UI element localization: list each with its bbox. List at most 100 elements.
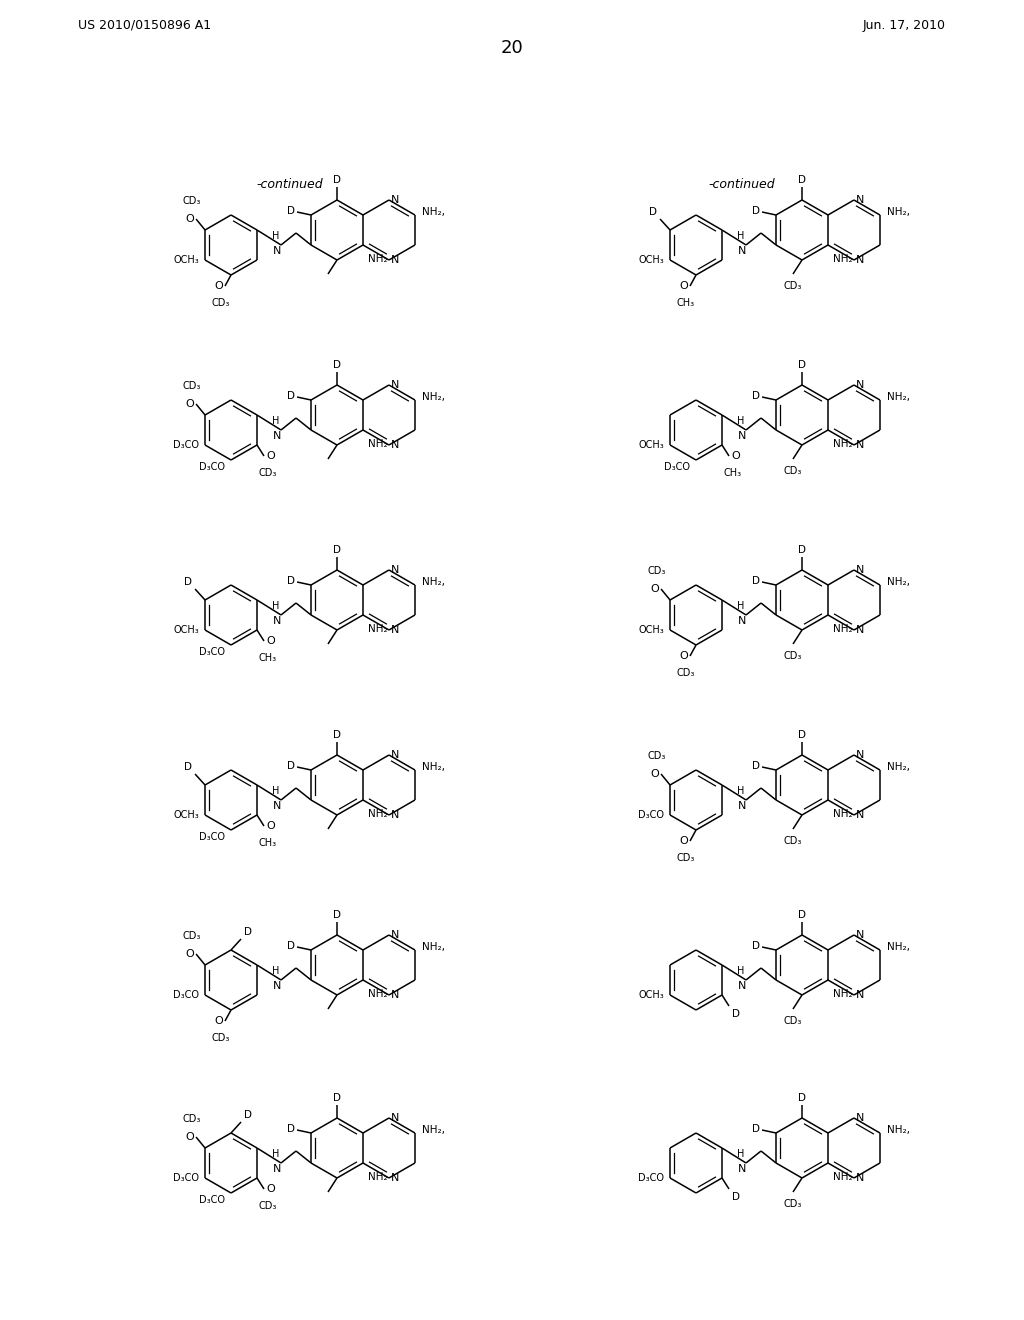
Text: CD₃: CD₃ — [783, 281, 802, 290]
Text: OCH₃: OCH₃ — [173, 624, 199, 635]
Text: D₃CO: D₃CO — [173, 440, 199, 450]
Text: N: N — [391, 195, 399, 205]
Text: NH₂: NH₂ — [368, 809, 388, 818]
Text: D₃CO: D₃CO — [638, 1173, 664, 1183]
Text: CD₃: CD₃ — [783, 836, 802, 846]
Text: D: D — [184, 577, 193, 587]
Text: N: N — [856, 1113, 864, 1123]
Text: N: N — [391, 380, 399, 389]
Text: N: N — [856, 255, 864, 265]
Text: H: H — [736, 1148, 744, 1159]
Text: D: D — [333, 176, 341, 185]
Text: NH₂: NH₂ — [833, 253, 853, 264]
Text: D: D — [287, 391, 295, 401]
Text: D: D — [752, 762, 760, 771]
Text: D: D — [244, 927, 252, 937]
Text: N: N — [856, 624, 864, 635]
Text: D: D — [798, 909, 806, 920]
Text: D₃CO: D₃CO — [199, 462, 225, 473]
Text: O: O — [679, 836, 688, 846]
Text: CD₃: CD₃ — [783, 1016, 802, 1026]
Text: N: N — [856, 810, 864, 820]
Text: OCH₃: OCH₃ — [638, 990, 664, 1001]
Text: O: O — [266, 451, 274, 461]
Text: N: N — [737, 981, 746, 991]
Text: O: O — [185, 399, 194, 409]
Text: N: N — [391, 255, 399, 265]
Text: O: O — [185, 949, 194, 960]
Text: H: H — [271, 1148, 279, 1159]
Text: CD₃: CD₃ — [783, 466, 802, 477]
Text: D: D — [333, 730, 341, 741]
Text: D₃CO: D₃CO — [173, 990, 199, 1001]
Text: US 2010/0150896 A1: US 2010/0150896 A1 — [78, 18, 211, 32]
Text: CD₃: CD₃ — [677, 853, 695, 863]
Text: N: N — [391, 1173, 399, 1183]
Text: N: N — [272, 432, 281, 441]
Text: NH₂: NH₂ — [833, 809, 853, 818]
Text: O: O — [214, 1016, 223, 1026]
Text: NH₂,: NH₂, — [422, 207, 445, 216]
Text: D: D — [752, 206, 760, 216]
Text: N: N — [737, 432, 746, 441]
Text: H: H — [736, 416, 744, 426]
Text: N: N — [856, 565, 864, 576]
Text: CD₃: CD₃ — [259, 1201, 278, 1210]
Text: OCH₃: OCH₃ — [173, 810, 199, 820]
Text: CD₃: CD₃ — [183, 381, 202, 391]
Text: N: N — [391, 624, 399, 635]
Text: D₃CO: D₃CO — [199, 647, 225, 657]
Text: OCH₃: OCH₃ — [638, 624, 664, 635]
Text: NH₂,: NH₂, — [887, 942, 910, 952]
Text: CH₃: CH₃ — [259, 838, 278, 847]
Text: O: O — [185, 1133, 194, 1142]
Text: N: N — [391, 440, 399, 450]
Text: D: D — [752, 391, 760, 401]
Text: NH₂,: NH₂, — [887, 392, 910, 403]
Text: D₃CO: D₃CO — [199, 832, 225, 842]
Text: CD₃: CD₃ — [212, 1034, 230, 1043]
Text: Jun. 17, 2010: Jun. 17, 2010 — [863, 18, 946, 32]
Text: CD₃: CD₃ — [212, 298, 230, 308]
Text: NH₂: NH₂ — [833, 624, 853, 634]
Text: NH₂,: NH₂, — [422, 762, 445, 772]
Text: CD₃: CD₃ — [183, 1114, 202, 1125]
Text: N: N — [856, 195, 864, 205]
Text: N: N — [391, 810, 399, 820]
Text: N: N — [737, 616, 746, 626]
Text: OCH₃: OCH₃ — [638, 440, 664, 450]
Text: N: N — [737, 801, 746, 810]
Text: NH₂,: NH₂, — [422, 577, 445, 587]
Text: N: N — [272, 801, 281, 810]
Text: O: O — [266, 1184, 274, 1195]
Text: D: D — [244, 1110, 252, 1119]
Text: O: O — [731, 451, 739, 461]
Text: D: D — [287, 576, 295, 586]
Text: NH₂,: NH₂, — [887, 207, 910, 216]
Text: D₃CO: D₃CO — [199, 1195, 225, 1205]
Text: NH₂,: NH₂, — [887, 1125, 910, 1135]
Text: D₃CO: D₃CO — [638, 810, 664, 820]
Text: D: D — [333, 1093, 341, 1104]
Text: D: D — [333, 909, 341, 920]
Text: N: N — [856, 990, 864, 1001]
Text: N: N — [391, 990, 399, 1001]
Text: NH₂: NH₂ — [368, 440, 388, 449]
Text: NH₂: NH₂ — [368, 624, 388, 634]
Text: H: H — [736, 231, 744, 242]
Text: OCH₃: OCH₃ — [638, 255, 664, 265]
Text: CD₃: CD₃ — [783, 651, 802, 661]
Text: CD₃: CD₃ — [648, 751, 667, 762]
Text: H: H — [736, 601, 744, 611]
Text: NH₂,: NH₂, — [887, 762, 910, 772]
Text: CD₃: CD₃ — [259, 469, 278, 478]
Text: D: D — [798, 545, 806, 554]
Text: CH₃: CH₃ — [259, 653, 278, 663]
Text: D: D — [287, 206, 295, 216]
Text: O: O — [650, 770, 659, 779]
Text: D: D — [798, 1093, 806, 1104]
Text: H: H — [271, 785, 279, 796]
Text: H: H — [271, 416, 279, 426]
Text: N: N — [272, 616, 281, 626]
Text: NH₂: NH₂ — [368, 253, 388, 264]
